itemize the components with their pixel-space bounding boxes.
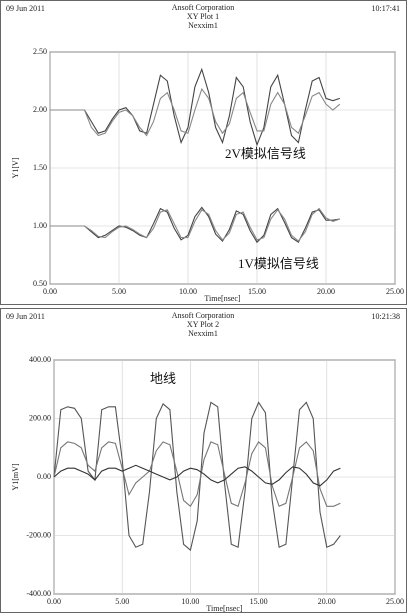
y-tick-label: -200.00 (26, 530, 51, 539)
x-tick-label: 20.00 (318, 597, 336, 606)
x-tick-label: 20.00 (317, 287, 335, 296)
y-tick-label: 0.50 (33, 279, 47, 288)
annotation: 地线 (150, 371, 176, 386)
x-tick-label: 15.00 (248, 287, 266, 296)
chart-title: XY Plot 2 (187, 320, 219, 329)
x-tick-label: 10.00 (181, 597, 199, 606)
x-axis-label: Time[nsec] (204, 294, 240, 303)
annotation: 2V模拟信号线 (225, 146, 306, 161)
y-tick-label: 200.00 (29, 413, 51, 422)
x-tick-label: 0.00 (43, 287, 57, 296)
y-tick-label: 1.50 (33, 163, 47, 172)
x-tick-label: 0.00 (47, 597, 61, 606)
x-tick-label: 5.00 (112, 287, 126, 296)
organization: Ansoft Corporation (172, 3, 234, 12)
y-axis-label: Y1[V] (11, 157, 20, 178)
y-tick-label: -400.00 (26, 589, 51, 598)
timestamp: 10:17:41 (372, 4, 400, 13)
series-line (53, 441, 341, 508)
annotation: 1V模拟信号线 (238, 256, 319, 271)
series-line (50, 206, 340, 244)
x-axis-label: Time[nsec] (206, 604, 242, 613)
y-tick-label: 2.50 (33, 47, 47, 56)
x-tick-label: 25.00 (386, 287, 404, 296)
subtitle: Nexxim1 (188, 21, 218, 30)
series-line (50, 67, 340, 147)
organization: Ansoft Corporation (172, 311, 234, 320)
timestamp: 10:21:38 (372, 312, 400, 321)
series-line (50, 207, 340, 242)
y-tick-label: 400.00 (29, 355, 51, 364)
series-line (50, 87, 341, 137)
x-tick-label: 10.00 (179, 287, 197, 296)
chart-title: XY Plot 1 (187, 12, 219, 21)
x-tick-label: 5.00 (115, 597, 129, 606)
subtitle: Nexxim1 (188, 329, 218, 338)
x-tick-label: 15.00 (250, 597, 268, 606)
y-axis-label: Y1[mV] (11, 463, 20, 490)
y-tick-label: 0.00 (37, 472, 51, 481)
y-tick-label: 2.00 (33, 105, 47, 114)
series-line (53, 464, 341, 487)
y-tick-label: 1.00 (33, 221, 47, 230)
x-tick-label: 25.00 (386, 597, 404, 606)
date: 09 Jun 2011 (6, 4, 45, 13)
date: 09 Jun 2011 (6, 312, 45, 321)
